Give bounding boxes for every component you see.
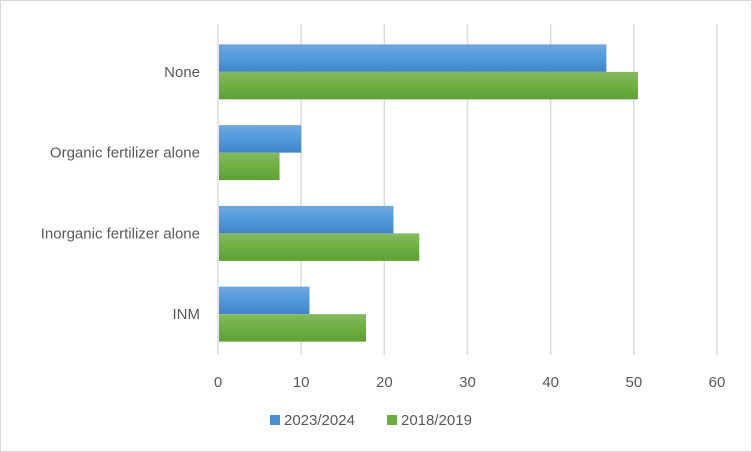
legend-swatch [270, 415, 280, 425]
x-tick-label: 20 [376, 374, 393, 391]
x-tick-label: 60 [709, 374, 726, 391]
bar-2023-2024 [219, 44, 607, 72]
y-category-label: Inorganic fertilizer alone [41, 225, 200, 242]
bar-2023-2024 [219, 125, 302, 153]
bar-2023-2024 [219, 205, 394, 234]
x-tick-label: 10 [293, 374, 310, 391]
x-tick-label: 30 [459, 374, 476, 391]
x-tick-label: 50 [625, 374, 642, 391]
legend-label: 2023/2024 [284, 412, 355, 429]
y-category-label: INM [173, 306, 201, 323]
bar-2018-2019 [219, 152, 280, 181]
y-category-label: Organic fertilizer alone [50, 145, 200, 162]
bar-2018-2019 [219, 71, 638, 100]
y-category-label: None [164, 64, 200, 81]
bar-2018-2019 [219, 314, 367, 342]
legend-swatch [387, 415, 397, 425]
x-tick-label: 0 [214, 374, 222, 391]
legend-label: 2018/2019 [401, 412, 472, 429]
bar-2018-2019 [219, 233, 420, 261]
bar-2023-2024 [219, 286, 310, 315]
x-tick-label: 40 [542, 374, 559, 391]
